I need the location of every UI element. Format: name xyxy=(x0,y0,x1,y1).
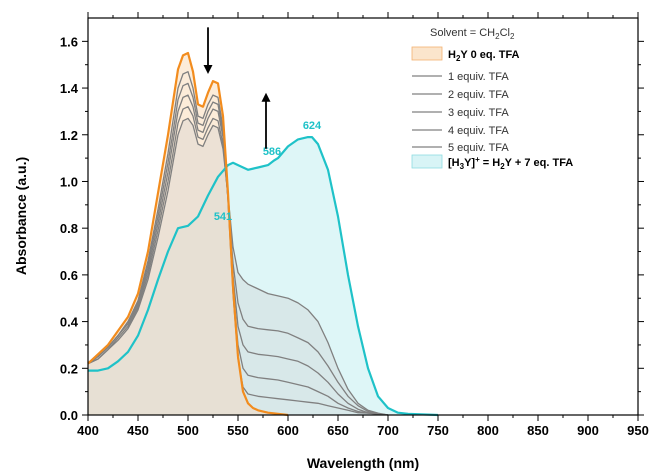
arrow-down xyxy=(203,27,213,75)
x-tick-label: 450 xyxy=(127,423,149,438)
legend-label-start: H2Y 0 eq. TFA xyxy=(448,49,520,63)
arrow-up xyxy=(261,92,271,149)
area-fill-overlap xyxy=(88,118,388,416)
y-tick-label: 0.6 xyxy=(60,268,78,283)
series-lines xyxy=(87,51,439,417)
x-tick-label: 750 xyxy=(427,423,449,438)
peak-label: 541 xyxy=(214,211,232,223)
y-tick-label: 1.0 xyxy=(60,174,78,189)
legend: H2Y 0 eq. TFA 1 equiv. TFA 2 equiv. TFA … xyxy=(411,46,573,171)
x-axis-title: Wavelength (nm) xyxy=(307,455,419,471)
legend-swatch-start xyxy=(411,46,443,61)
x-tick-label: 550 xyxy=(227,423,249,438)
y-tick-label: 0.2 xyxy=(60,361,78,376)
area-fill-start xyxy=(88,53,288,415)
x-tick-label: 900 xyxy=(577,423,599,438)
legend-label-3: 3 equiv. TFA xyxy=(448,107,509,119)
legend-label-1: 1 equiv. TFA xyxy=(448,71,509,83)
legend-label-2: 2 equiv. TFA xyxy=(448,89,509,101)
x-tick-label: 800 xyxy=(477,423,499,438)
x-tick-label: 400 xyxy=(77,423,99,438)
y-tick-label: 1.6 xyxy=(60,34,78,49)
y-tick-label: 0.4 xyxy=(60,315,79,330)
series-line-start xyxy=(87,51,289,417)
trend-arrows xyxy=(203,27,271,149)
series-line-equiv-5 xyxy=(87,117,389,416)
solvent-label: Solvent = CH2Cl2 xyxy=(430,27,515,41)
x-tick-label: 600 xyxy=(277,423,299,438)
series-line-end xyxy=(88,136,439,417)
legend-label-4: 4 equiv. TFA xyxy=(448,125,509,137)
y-tick-label: 0.8 xyxy=(60,221,78,236)
y-tick-label: 1.2 xyxy=(60,128,78,143)
y-tick-label: 1.4 xyxy=(60,81,79,96)
series-line-equiv-4 xyxy=(87,106,389,416)
x-tick-label: 650 xyxy=(327,423,349,438)
x-tick-label: 850 xyxy=(527,423,549,438)
legend-swatch-end xyxy=(411,154,443,169)
peak-label: 624 xyxy=(303,120,322,132)
y-axis-title: Absorbance (a.u.) xyxy=(13,157,29,275)
series-line-equiv-3 xyxy=(87,94,389,416)
peak-labels: 541 586 624 xyxy=(214,120,322,223)
y-tick-label: 0.0 xyxy=(60,408,78,423)
x-tick-label: 500 xyxy=(177,423,199,438)
peak-label: 586 xyxy=(263,146,281,158)
area-fills xyxy=(88,53,438,416)
x-tick-label: 700 xyxy=(377,423,399,438)
x-tick-label: 950 xyxy=(627,423,649,438)
axis-ticks: 400 450 500 550 600 650 700 750 800 850 900 950 0.0 0… xyxy=(60,12,649,438)
legend-label-5: 5 equiv. TFA xyxy=(448,142,509,154)
legend-label-end: [H3Y]+ = H2Y + 7 eq. TFA xyxy=(448,155,573,171)
